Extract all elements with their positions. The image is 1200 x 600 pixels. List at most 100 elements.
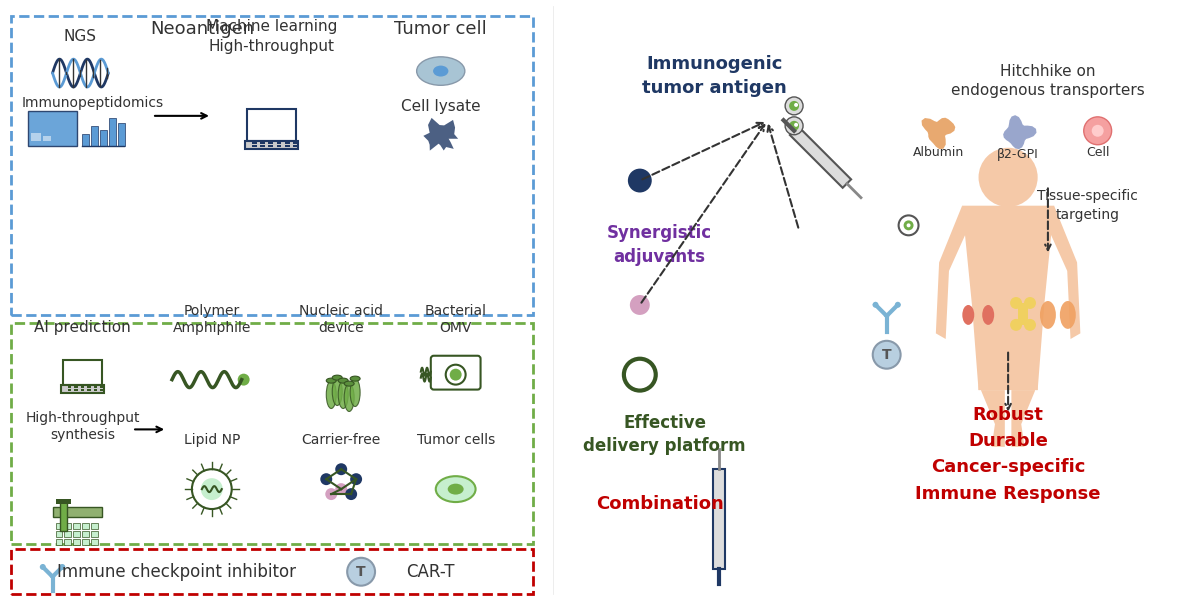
Bar bbox=[62, 359, 102, 385]
Bar bbox=[91, 539, 98, 545]
Circle shape bbox=[59, 564, 65, 570]
Ellipse shape bbox=[983, 305, 994, 325]
Ellipse shape bbox=[350, 376, 360, 381]
Text: Tumor cells: Tumor cells bbox=[416, 433, 494, 448]
Polygon shape bbox=[1012, 385, 1038, 447]
Ellipse shape bbox=[344, 381, 354, 386]
Circle shape bbox=[1090, 123, 1105, 139]
Ellipse shape bbox=[326, 378, 336, 383]
Circle shape bbox=[794, 103, 798, 107]
FancyBboxPatch shape bbox=[431, 356, 480, 389]
Bar bbox=[91, 523, 98, 529]
Bar bbox=[94, 386, 97, 388]
Text: Nucleic acid
device: Nucleic acid device bbox=[299, 304, 383, 335]
Polygon shape bbox=[962, 206, 1054, 390]
Ellipse shape bbox=[332, 377, 342, 406]
Bar bbox=[55, 539, 62, 545]
Bar bbox=[65, 531, 72, 537]
Ellipse shape bbox=[332, 375, 342, 380]
Bar bbox=[245, 141, 299, 149]
Ellipse shape bbox=[436, 476, 475, 502]
Bar bbox=[260, 145, 265, 147]
Bar bbox=[109, 118, 116, 146]
Bar bbox=[284, 145, 289, 147]
Circle shape bbox=[794, 123, 798, 127]
Ellipse shape bbox=[1060, 301, 1075, 329]
Text: Combination: Combination bbox=[596, 495, 724, 513]
Circle shape bbox=[347, 558, 376, 586]
Text: Synergistic
adjuvants: Synergistic adjuvants bbox=[607, 224, 713, 266]
Text: T: T bbox=[356, 565, 366, 579]
Text: Immunopeptidomics: Immunopeptidomics bbox=[22, 96, 163, 110]
Circle shape bbox=[630, 295, 649, 315]
Bar bbox=[73, 539, 80, 545]
Circle shape bbox=[790, 121, 799, 131]
Bar bbox=[83, 539, 89, 545]
Circle shape bbox=[335, 463, 347, 475]
Bar bbox=[276, 145, 282, 147]
Circle shape bbox=[906, 223, 911, 227]
Bar bbox=[73, 531, 80, 537]
Bar bbox=[80, 386, 84, 388]
Polygon shape bbox=[978, 385, 1004, 447]
Text: Cell: Cell bbox=[1086, 146, 1110, 158]
Circle shape bbox=[335, 483, 347, 495]
Bar bbox=[74, 386, 78, 388]
Bar bbox=[73, 523, 80, 529]
Circle shape bbox=[200, 478, 223, 500]
Text: Tissue-specific
targeting: Tissue-specific targeting bbox=[1037, 189, 1138, 221]
Ellipse shape bbox=[433, 65, 449, 77]
Bar bbox=[247, 109, 296, 141]
Text: Immunogenic
tumor antigen: Immunogenic tumor antigen bbox=[642, 55, 787, 97]
Bar bbox=[60, 501, 67, 531]
Text: Carrier-free: Carrier-free bbox=[301, 433, 380, 448]
Circle shape bbox=[346, 488, 358, 500]
Bar bbox=[260, 142, 265, 144]
Bar bbox=[293, 142, 298, 144]
Text: Hitchhike on
endogenous transporters: Hitchhike on endogenous transporters bbox=[952, 64, 1145, 98]
Bar bbox=[83, 531, 89, 537]
Circle shape bbox=[40, 564, 46, 570]
Ellipse shape bbox=[416, 57, 464, 85]
Ellipse shape bbox=[326, 380, 336, 409]
Ellipse shape bbox=[344, 383, 354, 412]
Text: NGS: NGS bbox=[64, 29, 97, 44]
Circle shape bbox=[624, 359, 655, 391]
Bar bbox=[68, 389, 72, 391]
Bar bbox=[91, 126, 98, 146]
Bar bbox=[119, 124, 125, 146]
Circle shape bbox=[450, 368, 462, 380]
Bar bbox=[55, 499, 72, 504]
Ellipse shape bbox=[338, 380, 348, 409]
Polygon shape bbox=[1003, 115, 1037, 149]
Text: Immune checkpoint inhibitor: Immune checkpoint inhibitor bbox=[58, 563, 296, 581]
Text: Tumor cell: Tumor cell bbox=[395, 20, 487, 38]
Circle shape bbox=[899, 215, 918, 235]
Text: CAR-T: CAR-T bbox=[407, 563, 455, 581]
Bar bbox=[53, 507, 102, 517]
Circle shape bbox=[978, 148, 1038, 207]
Bar bbox=[80, 389, 84, 391]
Bar bbox=[83, 523, 89, 529]
Bar bbox=[101, 130, 107, 146]
Circle shape bbox=[790, 101, 799, 111]
Bar bbox=[276, 142, 282, 144]
Text: Robust
Durable
Cancer-specific
Immune Response: Robust Durable Cancer-specific Immune Re… bbox=[916, 406, 1100, 503]
Circle shape bbox=[628, 169, 652, 193]
Text: Lipid NP: Lipid NP bbox=[184, 433, 240, 448]
Circle shape bbox=[445, 365, 466, 385]
Circle shape bbox=[785, 117, 803, 135]
Bar bbox=[252, 142, 257, 144]
Polygon shape bbox=[714, 469, 726, 569]
Bar bbox=[55, 531, 62, 537]
Circle shape bbox=[630, 365, 649, 385]
Text: Bacterial
OMV: Bacterial OMV bbox=[425, 304, 487, 335]
Text: Effective
delivery platform: Effective delivery platform bbox=[583, 413, 746, 455]
Bar bbox=[28, 111, 78, 146]
Bar bbox=[31, 133, 41, 141]
Bar bbox=[94, 389, 97, 391]
Bar bbox=[68, 386, 72, 388]
Bar bbox=[101, 386, 104, 388]
Bar bbox=[293, 145, 298, 147]
Text: Machine learning
High-throughput: Machine learning High-throughput bbox=[206, 19, 337, 53]
